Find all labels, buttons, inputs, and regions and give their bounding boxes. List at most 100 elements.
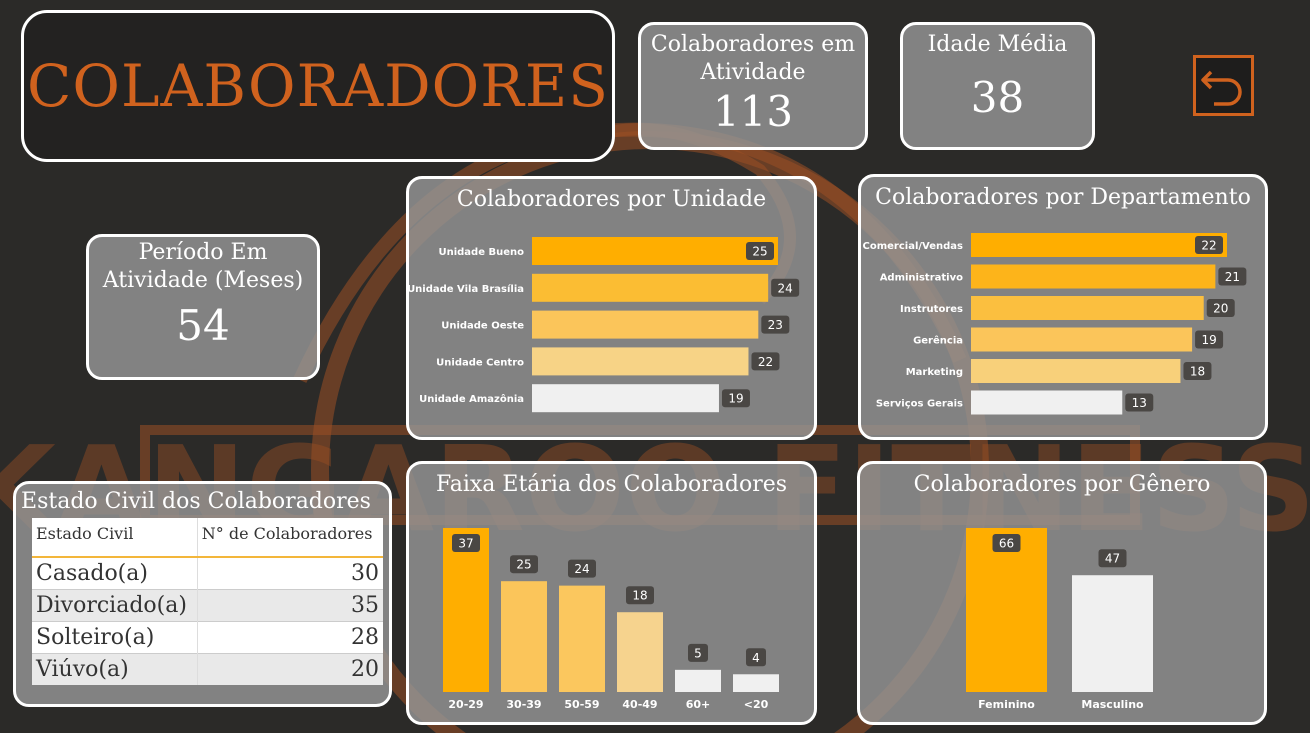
data-label-badge (1218, 267, 1247, 286)
kpi-age-card: Idade Média 38 (900, 22, 1095, 150)
tick-label: Gerência (913, 335, 963, 347)
bar (532, 347, 749, 376)
bar (971, 359, 1181, 383)
back-button[interactable] (1193, 55, 1254, 116)
data-label: 22 (1201, 239, 1216, 253)
bar (532, 237, 778, 265)
data-label: 18 (632, 589, 647, 603)
data-label-badge (1206, 299, 1235, 317)
data-label-badge (568, 559, 596, 578)
data-label: 18 (1190, 365, 1205, 379)
row-value: 20 (196, 653, 383, 685)
chart-departamento: Comercial/Vendas 22 Administrativo 21 Instru… (863, 233, 1247, 415)
return-arrow-icon (1201, 70, 1242, 106)
data-label-badge (1098, 549, 1127, 568)
column-header-numero[interactable]: N° de Colaboradores (196, 518, 383, 558)
tick-label: <20 (744, 698, 769, 711)
row-value: 30 (196, 556, 383, 590)
data-label: 24 (778, 281, 793, 295)
data-label-badge (1183, 362, 1212, 380)
data-label: 19 (728, 392, 743, 406)
bar (971, 296, 1204, 320)
chart-unidade-title: Colaboradores por Unidade (456, 187, 767, 212)
data-label: 24 (574, 562, 589, 576)
tick-label: Administrativo (880, 273, 963, 284)
bar (733, 674, 779, 692)
row-label: Divorciado(a) (32, 589, 198, 622)
kpi-age-label: Idade Média (927, 32, 1068, 57)
data-label-badge (688, 643, 708, 662)
data-label: 66 (999, 537, 1014, 551)
bar (966, 528, 1047, 692)
data-label-badge (751, 352, 780, 371)
estado-civil-card: Estado Civil dos Colaboradores Estado Ci… (13, 481, 392, 707)
data-label: 20 (1213, 302, 1228, 316)
kpi-period-label-2: Atividade (Meses) (102, 268, 304, 293)
page-title-card: COLABORADORES (21, 10, 615, 162)
bar (675, 669, 721, 692)
bar (532, 310, 759, 339)
data-label: 13 (1132, 396, 1147, 410)
kpi-active-value: 113 (712, 87, 794, 136)
data-label-badge (1195, 236, 1223, 254)
bar (443, 528, 489, 692)
tick-label: Unidade Bueno (438, 247, 524, 258)
bar (971, 233, 1227, 257)
data-label: 4 (752, 651, 760, 665)
data-label: 22 (758, 355, 773, 369)
row-value: 28 (196, 621, 383, 654)
chart-faixa-card: Faixa Etária dos Colaboradores 37 20-29 25… (406, 461, 817, 725)
estado-civil-table: Estado Civil N° de Colaboradores Casado(… (32, 518, 383, 685)
bar (971, 390, 1123, 415)
table-row: Divorciado(a) 35 (32, 589, 383, 622)
tick-label: Unidade Oeste (441, 321, 524, 332)
column-header-estado[interactable]: Estado Civil (32, 518, 198, 558)
chart-genero-card: Colaboradores por Gênero 66 Feminino 47 Mas… (857, 461, 1267, 725)
data-label-badge (771, 278, 800, 297)
tick-label: 60+ (686, 698, 711, 711)
bar (617, 612, 663, 692)
tick-label: Instrutores (900, 304, 963, 315)
chart-genero-title: Colaboradores por Gênero (913, 472, 1211, 497)
data-label: 23 (768, 318, 783, 332)
chart-genero: 66 Feminino 47 Masculino (966, 528, 1153, 711)
chart-faixa: 37 20-29 25 30-39 24 50-59 18 40-49 5 60+ 4 <20 (443, 528, 779, 711)
bar (532, 273, 769, 302)
data-label: 25 (516, 558, 531, 572)
data-label: 19 (1201, 333, 1216, 347)
estado-civil-title: Estado Civil dos Colaboradores (21, 489, 371, 514)
data-label: 21 (1225, 270, 1240, 284)
kpi-period-label-1: Período Em (138, 240, 268, 265)
bar (501, 581, 547, 692)
tick-label: Masculino (1081, 698, 1144, 711)
data-label-badge (721, 389, 750, 408)
data-label: 5 (694, 646, 702, 660)
row-label: Solteiro(a) (32, 621, 198, 654)
row-value: 35 (196, 589, 383, 622)
kpi-active-label-2: Atividade (700, 60, 806, 85)
tick-label: Feminino (978, 698, 1035, 711)
data-label-badge (452, 534, 480, 552)
bar (532, 384, 719, 413)
tick-label: Unidade Centro (436, 357, 524, 368)
data-label-badge (1195, 330, 1224, 349)
table-row: Solteiro(a) 28 (32, 621, 383, 654)
page-title: COLABORADORES (27, 52, 609, 120)
kpi-age-value: 38 (970, 73, 1025, 122)
kpi-active-label-1: Colaboradores em (650, 32, 856, 57)
tick-label: 20-29 (448, 698, 483, 711)
data-label-badge (510, 555, 538, 574)
table-row: Viúvo(a) 20 (32, 653, 383, 685)
kpi-period-value: 54 (176, 301, 230, 350)
data-label-badge (746, 242, 774, 260)
row-label: Casado(a) (32, 556, 198, 590)
data-label-badge (761, 315, 790, 334)
bar (971, 264, 1216, 289)
data-label: 47 (1105, 552, 1120, 566)
bar (559, 585, 605, 692)
tick-label: Comercial/Vendas (863, 241, 964, 252)
table-row: Casado(a) 30 (32, 556, 383, 590)
tick-label: 50-59 (564, 698, 599, 711)
chart-unidade-card: Colaboradores por Unidade Unidade Bueno 2… (406, 176, 817, 440)
tick-label: Unidade Amazônia (419, 393, 524, 405)
